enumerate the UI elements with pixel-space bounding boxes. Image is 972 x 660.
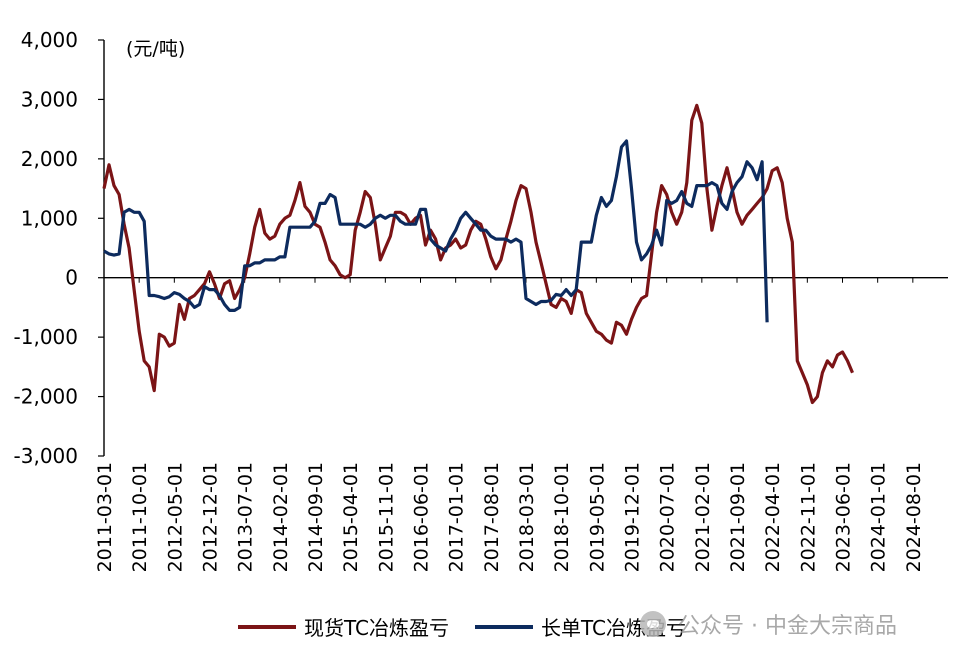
watermark-text: 公众号 · 中金大宗商品 <box>678 614 897 639</box>
legend-swatch-long <box>475 624 534 629</box>
y-tick-label: -3,000 <box>14 444 78 468</box>
x-tick-label: 2014-09-01 <box>305 462 327 572</box>
x-tick-label: 2019-12-01 <box>622 462 644 572</box>
series-line-long-tc <box>103 139 769 323</box>
y-tick-label: 0 <box>65 266 78 290</box>
x-tick-label: 2011-10-01 <box>129 462 151 572</box>
x-tick-label: 2022-04-01 <box>762 462 784 572</box>
legend-label-spot: 现货TC冶炼盈亏 <box>304 616 450 640</box>
x-tick-label: 2011-03-01 <box>94 462 116 572</box>
x-tick-label: 2012-05-01 <box>164 462 186 572</box>
wechat-icon <box>640 611 666 637</box>
x-tick-label: 2015-04-01 <box>340 462 362 572</box>
x-tick-label: 2015-11-01 <box>375 462 397 572</box>
x-tick-label: 2018-03-01 <box>516 462 538 572</box>
x-tick-label: 2013-07-01 <box>235 462 257 572</box>
x-tick-label: 2017-01-01 <box>446 462 468 572</box>
y-tick-label: 2,000 <box>21 147 78 171</box>
x-tick-label: 2014-02-01 <box>270 462 292 572</box>
watermark: 公众号 · 中金大宗商品 <box>640 608 897 640</box>
x-tick-label: 2019-05-01 <box>586 462 608 572</box>
x-tick-label: 2023-06-01 <box>833 462 855 572</box>
y-tick-label: 3,000 <box>21 87 78 111</box>
y-tick-label: 1,000 <box>21 206 78 230</box>
y-tick-label: 4,000 <box>21 28 78 52</box>
series-line-spot-tc <box>102 103 854 405</box>
unit-label: (元/吨) <box>126 38 185 60</box>
legend-swatch-spot <box>238 624 296 629</box>
legend-item-spot: 现货TC冶炼盈亏 <box>238 612 449 641</box>
x-tick-label: 2021-09-01 <box>727 462 749 572</box>
x-tick-label: 2016-06-01 <box>411 462 433 572</box>
x-tick-label: 2022-11-01 <box>797 462 819 572</box>
x-tick-label: 2018-10-01 <box>551 462 573 572</box>
y-tick-label: -2,000 <box>14 385 78 409</box>
x-tick-label: 2024-01-01 <box>868 462 890 572</box>
x-tick-label: 2024-08-01 <box>903 462 925 572</box>
x-tick-label: 2020-07-01 <box>657 462 679 572</box>
y-tick-label: -1,000 <box>14 325 78 349</box>
x-tick-label: 2017-08-01 <box>481 462 503 572</box>
x-tick-label: 2021-02-01 <box>692 462 714 572</box>
x-tick-label: 2012-12-01 <box>200 462 222 572</box>
